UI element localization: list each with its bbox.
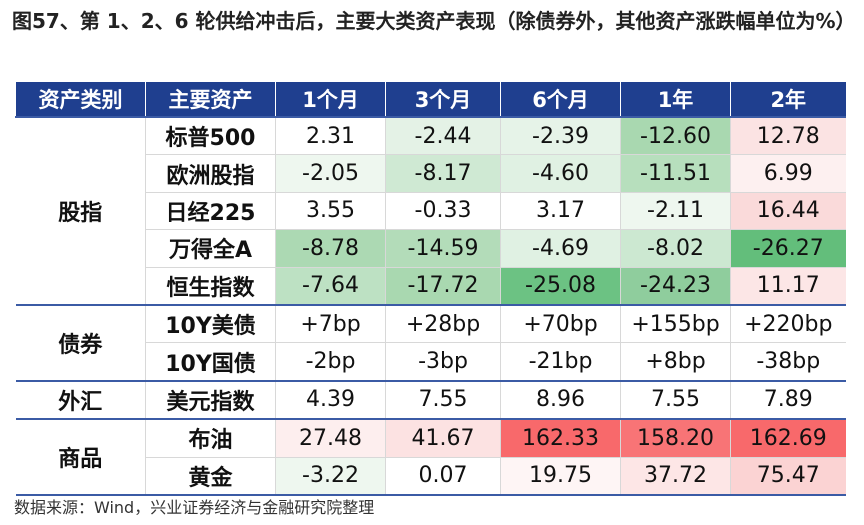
value-cell: -4.69 <box>500 229 621 268</box>
header-cell: 2年 <box>730 82 846 117</box>
table-row: 外汇 美元指数 4.39 7.55 8.96 7.55 7.89 <box>15 379 846 421</box>
value-cell: 162.33 <box>500 418 621 458</box>
header-row: 资产类别 主要资产 1个月 3个月 6个月 1年 2年 <box>15 82 846 117</box>
asset-cell: 标普500 <box>145 116 276 156</box>
table-row: 恒生指数 -7.64 -17.72 -25.08 -24.23 11.17 <box>16 267 846 306</box>
asset-cell: 美元指数 <box>145 379 276 421</box>
value-cell: 3.17 <box>500 192 621 231</box>
value-cell: -21bp <box>500 342 621 382</box>
value-cell: -8.78 <box>275 229 386 268</box>
table-row: 黄金 -3.22 0.07 19.75 37.72 75.47 <box>16 457 846 496</box>
value-cell: -24.23 <box>620 267 731 306</box>
asset-cell: 10Y国债 <box>145 342 276 382</box>
value-cell: -8.17 <box>385 154 501 193</box>
table-body: 股指 标普500 2.31 -2.44 -2.39 -12.60 12.78 欧洲股指 -2.0… <box>15 116 846 496</box>
value-cell: 11.17 <box>730 267 846 306</box>
value-cell: -7.64 <box>275 267 386 306</box>
value-cell: 2.31 <box>275 116 386 156</box>
header-cell: 6个月 <box>500 82 621 117</box>
value-cell: -0.33 <box>385 192 501 231</box>
value-cell: -4.60 <box>500 154 621 193</box>
value-cell: 41.67 <box>385 418 501 458</box>
value-cell: 12.78 <box>730 116 846 156</box>
value-cell: +220bp <box>730 303 846 344</box>
value-cell: -11.51 <box>620 154 731 193</box>
value-cell: +28bp <box>385 303 501 344</box>
asset-cell: 万得全A <box>145 229 276 268</box>
value-cell: +7bp <box>275 303 386 344</box>
table-row: 日经225 3.55 -0.33 3.17 -2.11 16.44 <box>16 192 846 231</box>
value-cell: 7.89 <box>730 379 846 421</box>
asset-cell: 布油 <box>145 418 276 458</box>
value-cell: 27.48 <box>275 418 386 458</box>
value-cell: -2.44 <box>385 116 501 156</box>
value-cell: -2.05 <box>275 154 386 193</box>
value-cell: 37.72 <box>620 457 731 496</box>
value-cell: 19.75 <box>500 457 621 496</box>
asset-cell: 黄金 <box>145 457 276 496</box>
asset-cell: 恒生指数 <box>145 267 276 306</box>
source-note: 数据来源：Wind，兴业证券经济与金融研究院整理 <box>14 498 375 517</box>
group-cell: 股指 <box>15 116 146 306</box>
asset-cell: 10Y美债 <box>145 303 276 344</box>
value-cell: 16.44 <box>730 192 846 231</box>
value-cell: 3.55 <box>275 192 386 231</box>
value-cell: -2.11 <box>620 192 731 231</box>
value-cell: 162.69 <box>730 418 846 458</box>
table-row: 10Y国债 -2bp -3bp -21bp +8bp -38bp <box>16 342 846 382</box>
value-cell: -3bp <box>385 342 501 382</box>
value-cell: -38bp <box>730 342 846 382</box>
group-cell: 外汇 <box>15 379 146 421</box>
header-cell: 1个月 <box>275 82 386 117</box>
value-cell: -12.60 <box>620 116 731 156</box>
value-cell: -2.39 <box>500 116 621 156</box>
value-cell: 6.99 <box>730 154 846 193</box>
value-cell: -3.22 <box>275 457 386 496</box>
value-cell: 158.20 <box>620 418 731 458</box>
table-row: 债券 10Y美债 +7bp +28bp +70bp +155bp +220bp <box>15 303 846 382</box>
title: 图57、第 1、2、6 轮供给冲击后，主要大类资产表现（除债券外，其他资产涨跌幅… <box>12 9 856 33</box>
value-cell: +70bp <box>500 303 621 344</box>
value-cell: -17.72 <box>385 267 501 306</box>
group-cell: 商品 <box>15 418 146 496</box>
value-cell: -14.59 <box>385 229 501 268</box>
value-cell: -2bp <box>275 342 386 382</box>
header-cell: 3个月 <box>385 82 501 117</box>
value-cell: +8bp <box>620 342 731 382</box>
value-cell: -8.02 <box>620 229 731 268</box>
header-cell: 资产类别 <box>15 82 146 117</box>
table-row: 股指 标普500 2.31 -2.44 -2.39 -12.60 12.78 <box>15 116 846 306</box>
header-cell: 主要资产 <box>145 82 276 117</box>
group-cell: 债券 <box>15 303 146 382</box>
table-row: 欧洲股指 -2.05 -8.17 -4.60 -11.51 6.99 <box>16 154 846 193</box>
value-cell: -26.27 <box>730 229 846 268</box>
value-cell: 7.55 <box>385 379 501 421</box>
value-cell: 75.47 <box>730 457 846 496</box>
value-cell: +155bp <box>620 303 731 344</box>
table: 资产类别 主要资产 1个月 3个月 6个月 1年 2年 股指 标普500 2.31 -2.44 -2… <box>15 82 846 496</box>
asset-cell: 日经225 <box>145 192 276 231</box>
value-cell: 0.07 <box>385 457 501 496</box>
value-cell: -25.08 <box>500 267 621 306</box>
asset-cell: 欧洲股指 <box>145 154 276 193</box>
value-cell: 8.96 <box>500 379 621 421</box>
table-row: 商品 布油 27.48 41.67 162.33 158.20 162.69 <box>15 418 846 496</box>
table-row: 万得全A -8.78 -14.59 -4.69 -8.02 -26.27 <box>16 229 846 268</box>
header-cell: 1年 <box>620 82 731 117</box>
value-cell: 7.55 <box>620 379 731 421</box>
value-cell: 4.39 <box>275 379 386 421</box>
